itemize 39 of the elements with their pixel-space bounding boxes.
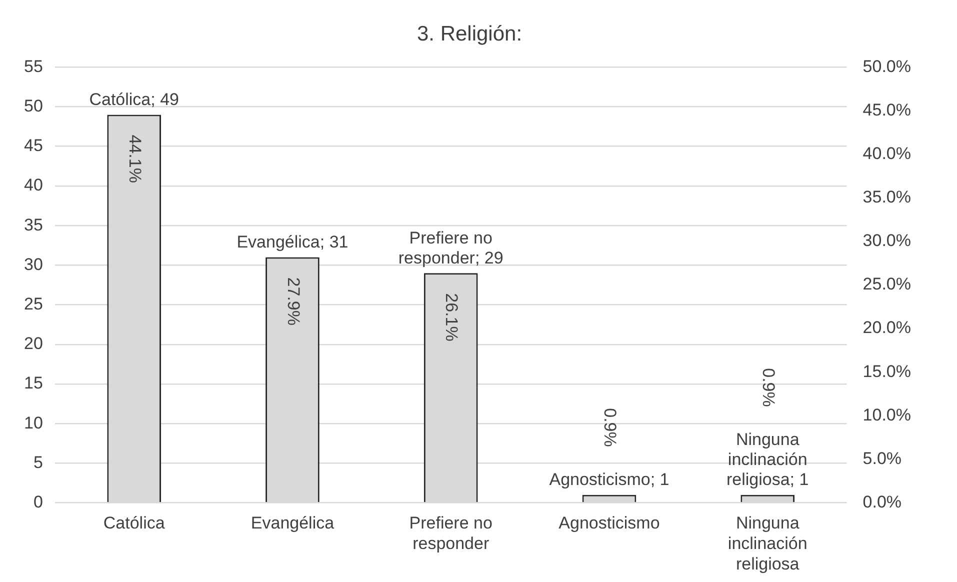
y2-tick-label: 15.0% <box>862 362 911 381</box>
y2-tick-label: 30.0% <box>862 231 911 250</box>
y-tick-label: 20 <box>24 334 43 354</box>
y-tick-label: 50 <box>24 96 43 116</box>
y-tick-label: 55 <box>24 56 43 76</box>
chart-title: 3. Religión: <box>416 22 522 46</box>
y2-tick-label: 0.0% <box>862 492 902 512</box>
y-tick-label: 45 <box>24 136 43 156</box>
y2-tick-label: 5.0% <box>862 448 902 468</box>
x-tick-label: Agnosticismo <box>558 514 660 533</box>
annotation: 44.1% <box>125 134 144 183</box>
annotation: 26.1% <box>442 293 462 342</box>
y-tick-label: 30 <box>24 254 43 274</box>
x-tick-label: Ninguna inclinación religiosa <box>728 514 808 574</box>
data-label: Prefiere no responder; 29 <box>398 228 504 268</box>
annotation: 0.9% <box>758 368 778 407</box>
y2-tick-label: 50.0% <box>862 56 911 76</box>
y-tick-label: 25 <box>24 294 43 314</box>
x-tick-label: Prefiere no responder <box>409 514 492 554</box>
annotation: 27.9% <box>284 277 303 326</box>
y2-tick-label: 20.0% <box>862 318 911 338</box>
y2-tick-label: 10.0% <box>862 405 911 424</box>
y-tick-label: 5 <box>33 452 43 472</box>
x-tick-label: Católica <box>103 514 166 533</box>
y-tick-label: 40 <box>24 176 43 195</box>
y-tick-label: 15 <box>24 374 43 393</box>
x-tick-label: Evangélica <box>250 514 335 533</box>
data-label: Ninguna inclinación religiosa; 1 <box>726 430 809 490</box>
y-tick-label: 35 <box>24 215 43 234</box>
y-tick-label: 0 <box>33 492 43 512</box>
y2-tick-label: 35.0% <box>862 188 911 207</box>
y-tick-label: 10 <box>24 413 43 432</box>
y2-tick-label: 40.0% <box>862 144 911 164</box>
annotation: 0.9% <box>600 408 620 447</box>
y2-tick-label: 45.0% <box>862 100 911 120</box>
data-label: Agnosticismo; 1 <box>549 470 670 490</box>
data-label: Católica; 49 <box>89 90 179 109</box>
data-label: Evangélica; 31 <box>236 232 348 252</box>
y2-tick-label: 25.0% <box>862 274 911 294</box>
